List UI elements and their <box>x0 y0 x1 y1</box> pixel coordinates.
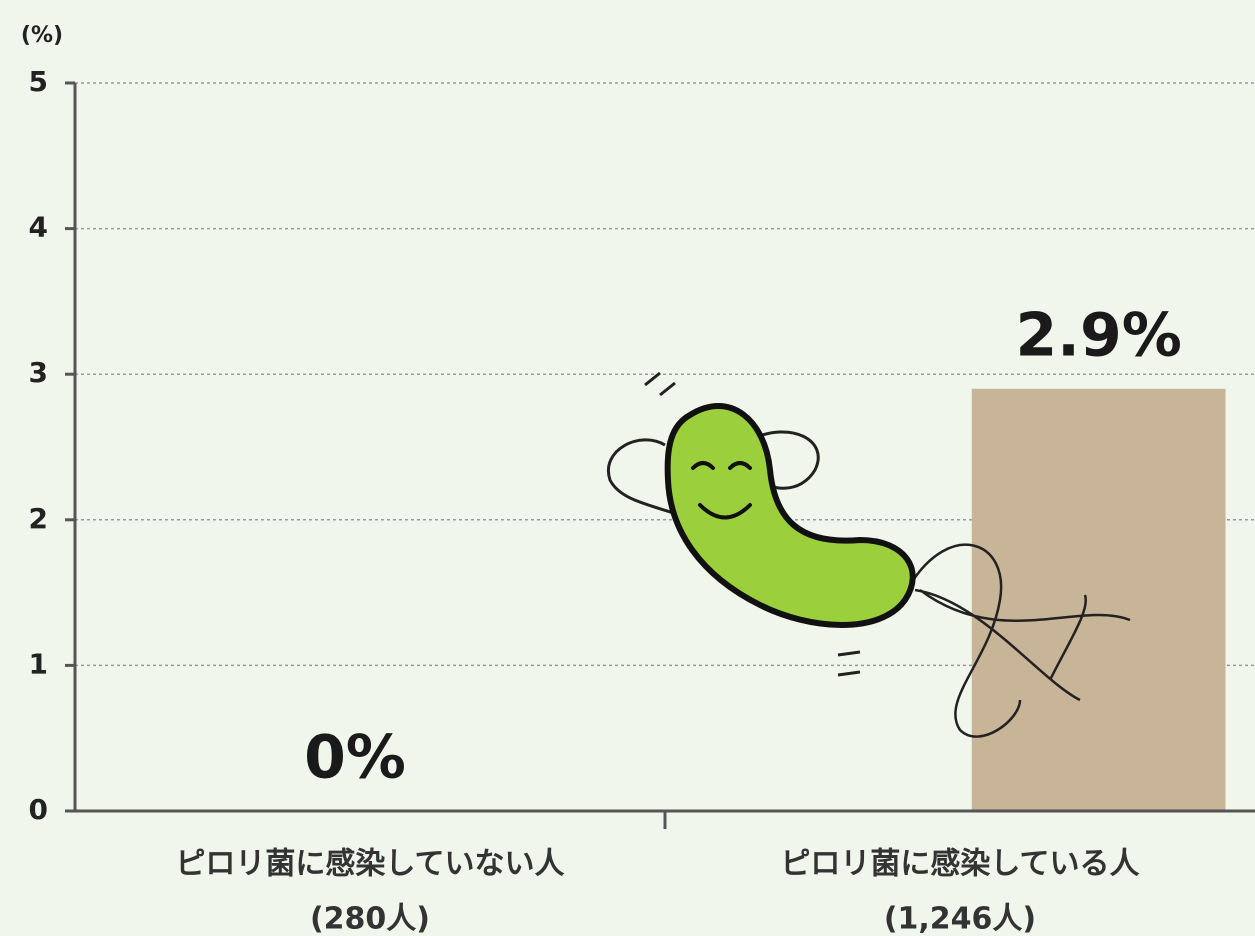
chart: (%) 0 1 2 3 4 5 ピロリ菌に感染していない人 (280人) 0% ピロリ菌に感染して… <box>0 0 1255 936</box>
bar <box>972 389 1226 811</box>
value-label: 2.9% <box>1015 300 1181 370</box>
y-tick-label: 1 <box>29 647 48 680</box>
y-tick-label: 3 <box>29 356 48 389</box>
value-label: 0% <box>304 723 406 793</box>
x-tick-label: (1,246人) <box>884 902 1036 936</box>
x-tick-label: (280人) <box>310 902 430 936</box>
x-tick-label: ピロリ菌に感染していない人 <box>175 847 564 882</box>
y-tick-label: 5 <box>29 65 48 98</box>
y-tick-label: 2 <box>29 502 48 535</box>
y-tick-label: 0 <box>29 793 48 826</box>
x-tick-label: ピロリ菌に感染している人 <box>780 847 1139 882</box>
y-tick-label: 4 <box>29 211 48 244</box>
y-axis-label: (%) <box>21 23 63 48</box>
